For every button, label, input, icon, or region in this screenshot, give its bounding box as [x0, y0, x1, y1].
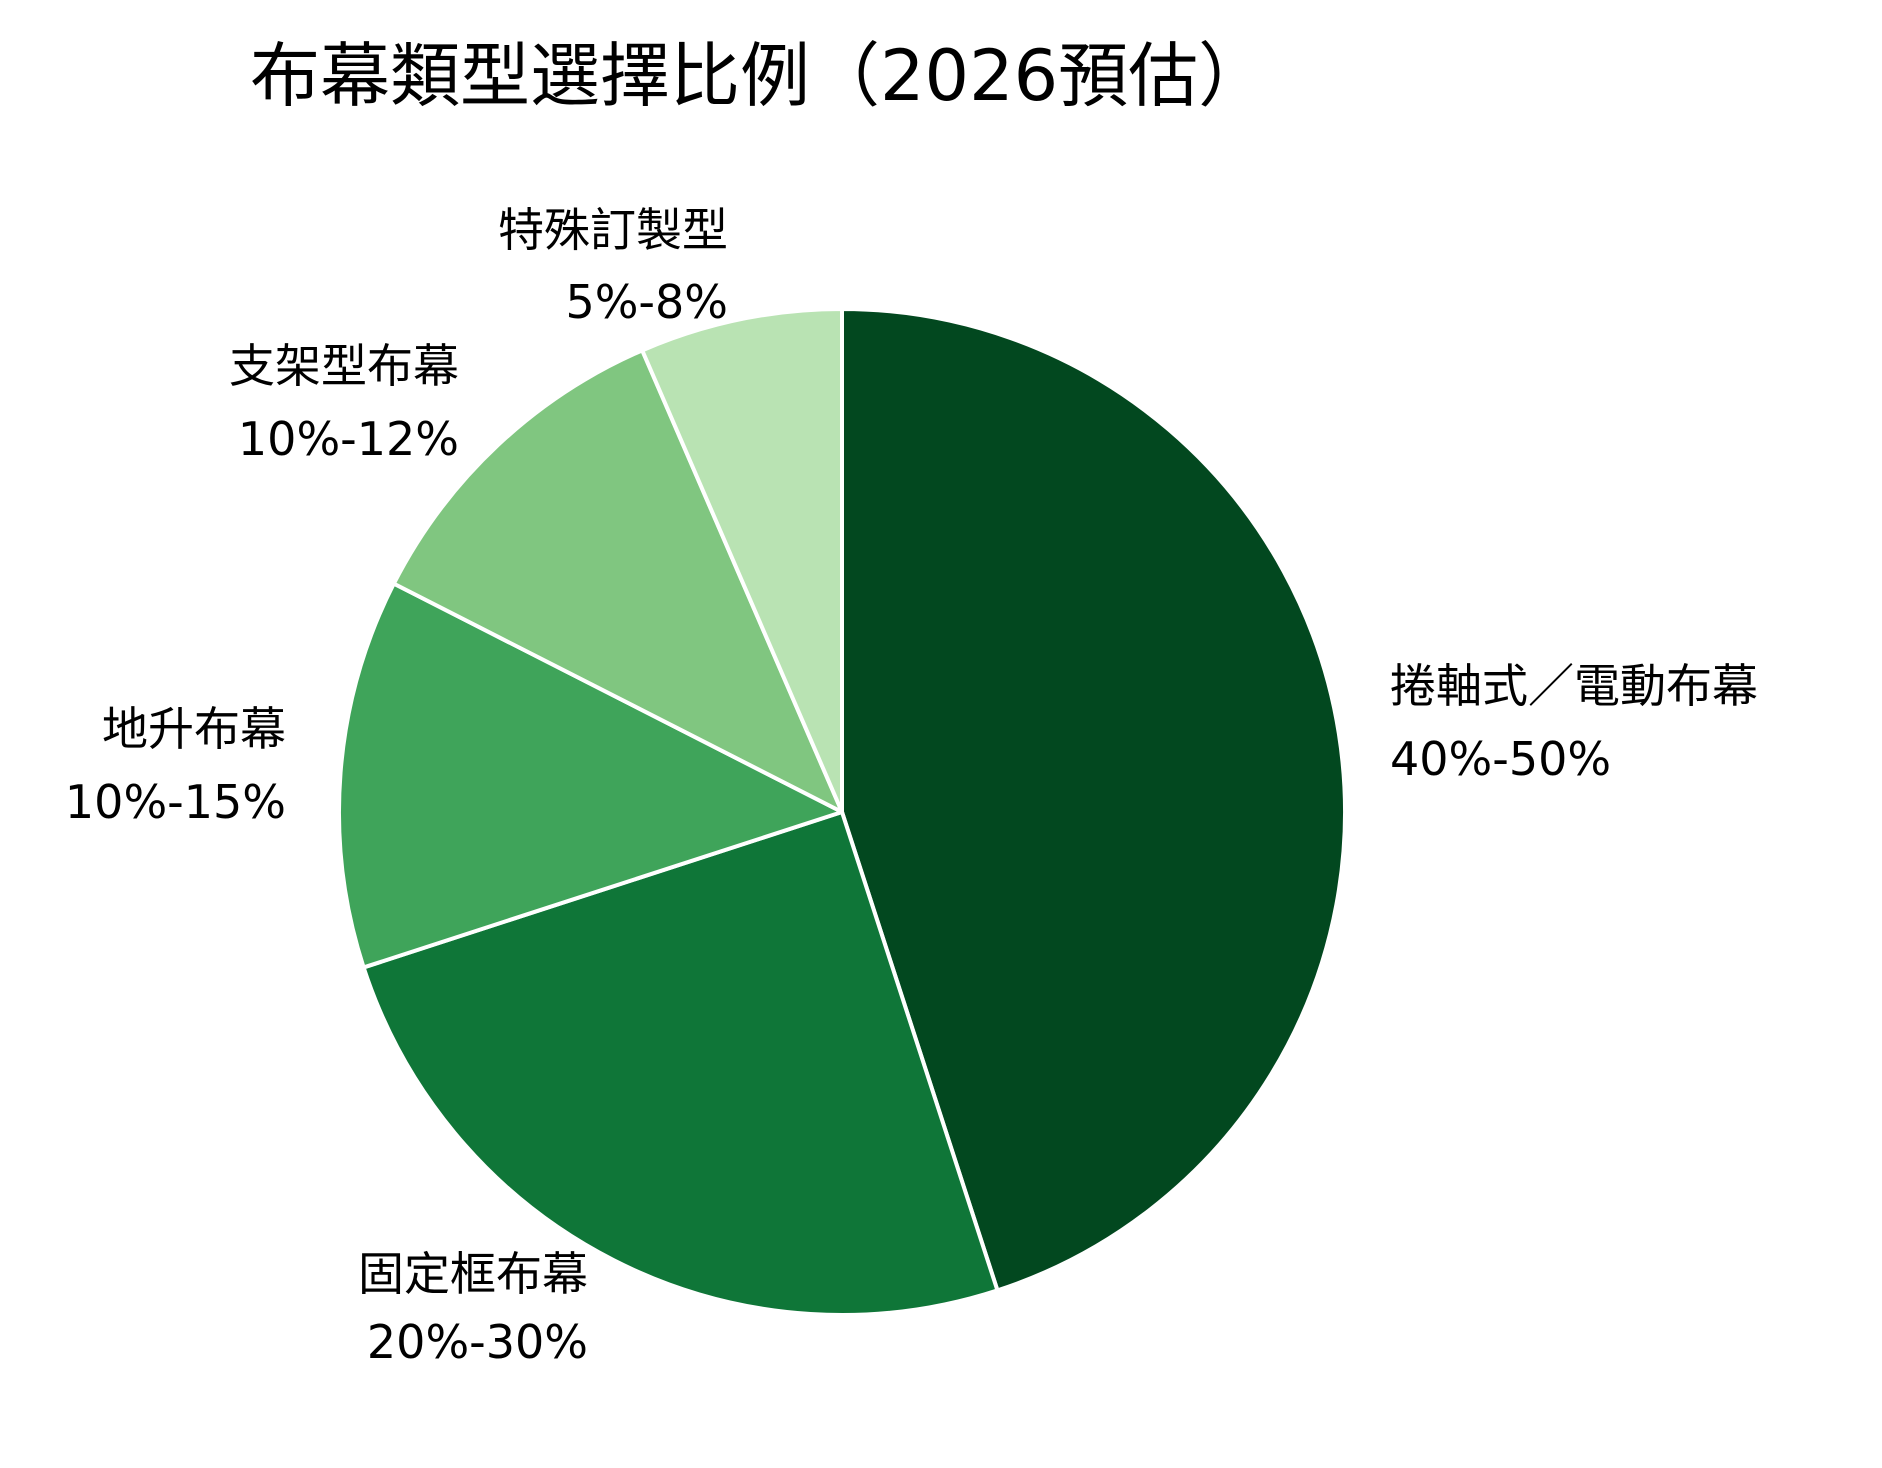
chart-title: 布幕類型選擇比例（2026預估）	[250, 35, 1268, 117]
slice-labels: 捲軸式／電動布幕 40%-50% 固定框布幕 20%-30% 地升布幕 10%-15% 支架…	[65, 203, 1758, 1369]
slice-label-range-4: 10%-12%	[238, 412, 459, 466]
slice-label-name-2: 固定框布幕	[358, 1247, 588, 1301]
pie-slice-1	[840, 307, 1347, 1293]
slice-label-range-1: 40%-50%	[1390, 732, 1611, 786]
slice-label-name-4: 支架型布幕	[229, 339, 459, 393]
pie-slice-4	[391, 348, 844, 814]
slice-label-range-5: 5%-8%	[565, 275, 728, 329]
pie-slices	[337, 307, 1347, 1317]
pie-slice-3	[337, 581, 844, 970]
slice-label-name-5: 特殊訂製型	[498, 203, 728, 257]
slice-label-name-3: 地升布幕	[102, 702, 286, 756]
pie-slice-2	[361, 810, 1000, 1317]
pie-slice-5	[640, 307, 844, 814]
slice-label-name-1: 捲軸式／電動布幕	[1390, 659, 1758, 713]
slice-label-range-2: 20%-30%	[367, 1315, 588, 1369]
slice-label-range-3: 10%-15%	[65, 775, 286, 829]
